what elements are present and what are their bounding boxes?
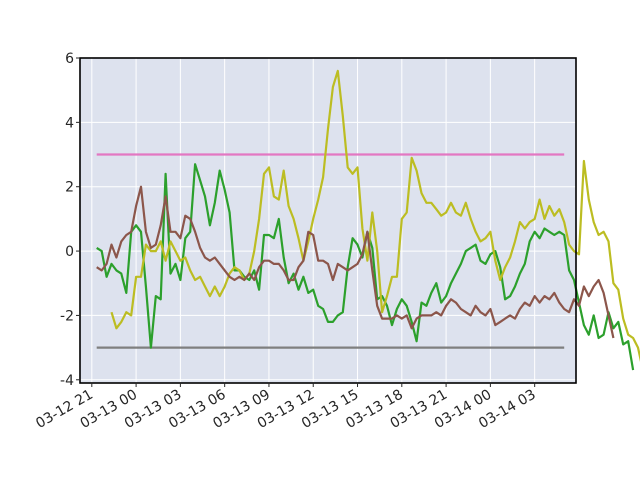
y-tick-label: 0 <box>65 244 74 260</box>
y-axis: -4 -2 0 2 4 6 <box>60 51 80 389</box>
y-tick-label: 2 <box>65 180 74 196</box>
plot-area <box>80 58 576 383</box>
y-tick-label: -2 <box>60 308 74 324</box>
y-tick-label: -4 <box>60 373 74 389</box>
y-tick-label: 6 <box>65 51 74 67</box>
y-tick-label: 4 <box>65 115 74 131</box>
